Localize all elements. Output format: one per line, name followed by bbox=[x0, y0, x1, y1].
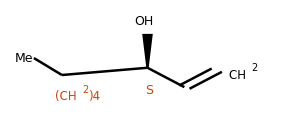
Text: CH: CH bbox=[229, 68, 249, 82]
Text: 2: 2 bbox=[83, 85, 89, 95]
Text: 2: 2 bbox=[251, 63, 257, 73]
Text: (CH: (CH bbox=[55, 90, 80, 103]
Text: )4: )4 bbox=[88, 90, 101, 103]
Text: Me: Me bbox=[15, 52, 33, 65]
Text: OH: OH bbox=[134, 15, 153, 28]
Text: S: S bbox=[145, 84, 153, 97]
Polygon shape bbox=[142, 34, 153, 68]
